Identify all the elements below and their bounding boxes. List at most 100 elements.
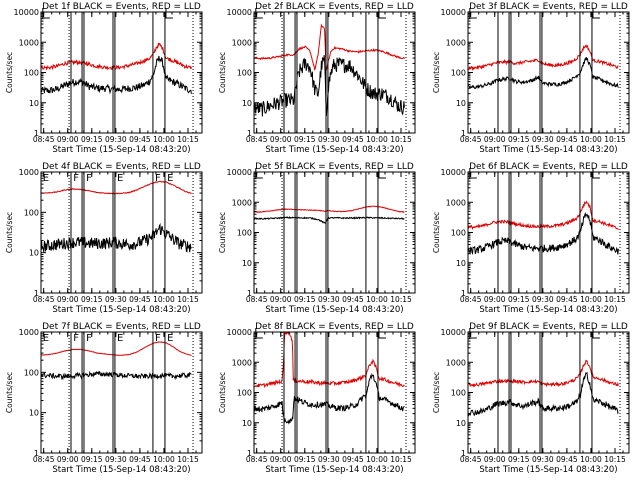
y-axis-label: Counts/sec bbox=[218, 212, 227, 253]
y-tick-label: 100 bbox=[24, 69, 39, 78]
y-tick-label: 10000 bbox=[227, 168, 252, 177]
x-tick-label: 09:30 bbox=[318, 295, 340, 304]
series-line-events bbox=[254, 55, 405, 117]
x-tick-label: 09:15 bbox=[294, 295, 316, 304]
y-tick-label: 1000 bbox=[232, 358, 252, 367]
y-tick-label: 10 bbox=[29, 99, 39, 108]
bracket-mark bbox=[255, 8, 263, 19]
x-tick-label: 09:45 bbox=[129, 455, 151, 464]
y-tick-label: 10 bbox=[456, 259, 466, 268]
x-tick-label: 10:15 bbox=[390, 135, 412, 144]
bracket-mark bbox=[378, 328, 386, 339]
x-tick-label: 09:45 bbox=[342, 455, 364, 464]
x-tick-label: 08:45 bbox=[246, 455, 268, 464]
x-tick-label: 09:00 bbox=[270, 135, 292, 144]
mode-label: F bbox=[86, 333, 92, 344]
x-tick-label: 09:45 bbox=[129, 295, 151, 304]
x-tick-label: 09:30 bbox=[318, 135, 340, 144]
mode-label: E bbox=[43, 333, 49, 344]
panel-title: Det 2f BLACK = Events, RED = LLD bbox=[255, 2, 414, 12]
y-tick-label: 10 bbox=[456, 99, 466, 108]
x-axis-label: Start Time (15-Sep-14 08:43:20) bbox=[265, 145, 403, 155]
mode-label: F bbox=[155, 173, 161, 184]
series-line-lld bbox=[254, 205, 405, 213]
x-tick-label: 09:45 bbox=[342, 135, 364, 144]
x-tick-label: 09:15 bbox=[508, 295, 530, 304]
x-tick-label: 10:15 bbox=[390, 455, 412, 464]
x-axis-label: Start Time (15-Sep-14 08:43:20) bbox=[265, 465, 403, 475]
x-tick-label: 10:00 bbox=[153, 455, 175, 464]
y-tick-label: 10000 bbox=[441, 328, 466, 337]
bracket-mark bbox=[469, 8, 477, 19]
bracket-mark bbox=[255, 328, 263, 339]
panel-title: Det 1f BLACK = Events, RED = LLD bbox=[42, 2, 201, 12]
x-tick-label: 09:15 bbox=[294, 135, 316, 144]
x-tick-label: 09:45 bbox=[556, 295, 578, 304]
x-tick-label: 09:30 bbox=[532, 455, 554, 464]
series-line-lld bbox=[41, 180, 192, 195]
series-line-events bbox=[41, 370, 192, 381]
panel-det3f: Det 3f BLACK = Events, RED = LLD 1 10 100 10… bbox=[432, 2, 630, 155]
x-tick-label: 10:15 bbox=[604, 455, 626, 464]
series-line-events bbox=[254, 372, 405, 425]
y-tick-label: 1000 bbox=[19, 38, 39, 47]
y-tick-label: 1000 bbox=[19, 168, 39, 177]
x-tick-label: 09:00 bbox=[57, 455, 79, 464]
x-tick-label: 09:45 bbox=[129, 135, 151, 144]
bracket-mark bbox=[42, 8, 50, 19]
x-tick-label: 08:45 bbox=[246, 135, 268, 144]
y-tick-label: 10 bbox=[242, 419, 252, 428]
x-tick-label: 09:00 bbox=[270, 295, 292, 304]
y-axis-label: Counts/sec bbox=[5, 212, 14, 253]
x-axis-label: Start Time (15-Sep-14 08:43:20) bbox=[479, 465, 617, 475]
panel-title: Det 9f BLACK = Events, RED = LLD bbox=[469, 322, 628, 332]
x-tick-label: 10:15 bbox=[604, 135, 626, 144]
x-tick-label: 08:45 bbox=[33, 135, 55, 144]
x-tick-label: 09:30 bbox=[105, 455, 127, 464]
x-tick-label: 10:00 bbox=[366, 135, 388, 144]
bracket-mark bbox=[469, 168, 477, 179]
y-tick-label: 10 bbox=[456, 419, 466, 428]
panel-det8f: Det 8f BLACK = Events, RED = LLD 1 10 100 10… bbox=[218, 322, 416, 475]
x-tick-label: 09:45 bbox=[556, 135, 578, 144]
x-tick-label: 08:45 bbox=[460, 295, 482, 304]
panel-title: Det 7f BLACK = Events, RED = LLD bbox=[42, 322, 201, 332]
y-tick-label: 1000 bbox=[446, 358, 466, 367]
x-tick-label: 10:00 bbox=[366, 455, 388, 464]
x-tick-label: 10:00 bbox=[153, 295, 175, 304]
panel-title: Det 8f BLACK = Events, RED = LLD bbox=[255, 322, 414, 332]
bracket-mark bbox=[378, 168, 386, 179]
x-tick-label: 09:15 bbox=[294, 455, 316, 464]
plot-frame bbox=[253, 11, 416, 134]
series-line-lld bbox=[468, 359, 619, 388]
x-tick-label: 09:15 bbox=[81, 295, 103, 304]
plot-frame bbox=[40, 171, 203, 294]
series-line-events bbox=[41, 55, 192, 95]
x-tick-label: 09:00 bbox=[270, 455, 292, 464]
x-tick-label: 08:45 bbox=[246, 295, 268, 304]
x-tick-label: 10:15 bbox=[177, 455, 199, 464]
panel-det5f: Det 5f BLACK = Events, RED = LLD 1 10 100 10… bbox=[218, 162, 416, 315]
mode-label: F bbox=[155, 333, 161, 344]
x-axis-label: Start Time (15-Sep-14 08:43:20) bbox=[265, 305, 403, 315]
y-tick-label: 10000 bbox=[441, 168, 466, 177]
x-tick-label: 10:00 bbox=[366, 295, 388, 304]
x-tick-label: 09:30 bbox=[318, 455, 340, 464]
y-axis-label: Counts/sec bbox=[218, 52, 227, 93]
y-tick-label: 1 bbox=[247, 449, 252, 458]
y-tick-label: 1000 bbox=[19, 328, 39, 337]
series-line-lld bbox=[254, 332, 405, 389]
mode-label: F bbox=[73, 173, 79, 184]
y-tick-label: 1 bbox=[34, 449, 39, 458]
series-line-events bbox=[41, 222, 192, 253]
bracket-mark bbox=[592, 8, 600, 19]
y-axis-label: Counts/sec bbox=[5, 52, 14, 93]
bracket-mark bbox=[592, 328, 600, 339]
plot-frame bbox=[467, 171, 630, 294]
y-tick-label: 10 bbox=[242, 259, 252, 268]
y-axis-label: Counts/sec bbox=[432, 372, 441, 413]
mode-label: E bbox=[117, 173, 123, 184]
panel-title: Det 3f BLACK = Events, RED = LLD bbox=[469, 2, 628, 12]
